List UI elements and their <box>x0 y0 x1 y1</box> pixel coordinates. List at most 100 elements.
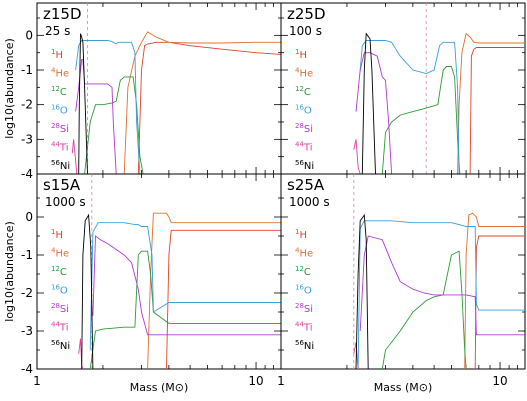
legend-element: O <box>60 286 68 297</box>
legend-isotope-mass: 1 <box>51 48 55 56</box>
legend-entry-ti: 44Ti <box>295 321 313 334</box>
y-axis-label: log10(abundance) <box>3 221 16 322</box>
legend-element: Si <box>60 304 69 315</box>
series-h <box>166 229 281 369</box>
legend-isotope-mass: 16 <box>51 104 60 112</box>
series-ni <box>78 33 88 174</box>
series-he <box>123 31 281 174</box>
legend-element: H <box>55 230 63 241</box>
legend-entry-si: 28Si <box>51 122 69 135</box>
legend-entry-si: 28Si <box>51 302 69 315</box>
series-o <box>357 220 525 369</box>
legend-element: O <box>304 286 312 297</box>
legend-isotope-mass: 16 <box>51 284 60 292</box>
legend-entry-h: 1H <box>295 48 307 61</box>
legend-element: Ti <box>59 323 69 334</box>
legend-entry-o: 16O <box>295 104 312 117</box>
legend-element: Ni <box>304 161 314 172</box>
series-si <box>359 235 525 336</box>
x-axis-label: Mass (M⊙) <box>374 381 432 394</box>
series-c <box>89 250 281 369</box>
legend-element: C <box>60 87 67 98</box>
y-tick-label: -4 <box>21 362 33 376</box>
legend-entry-ti: 44Ti <box>51 321 69 334</box>
series-he <box>147 212 281 369</box>
y-tick-label: -2 <box>21 286 33 300</box>
y-tick-label: 0 <box>25 28 33 42</box>
x-tick-label: 10 <box>492 374 507 388</box>
legend-isotope-mass: 28 <box>51 122 60 130</box>
y-tick-label: 0 <box>25 210 33 224</box>
x-axis-label: Mass (M⊙) <box>130 381 188 394</box>
legend-element: O <box>304 106 312 117</box>
legend-isotope-mass: 12 <box>295 85 304 93</box>
series-si <box>75 59 117 174</box>
x-tick-label: 1 <box>33 374 41 388</box>
series-ti <box>78 338 84 369</box>
panel-frame <box>36 2 282 175</box>
legend-element: Ni <box>60 341 70 352</box>
legend-isotope-mass: 44 <box>51 141 60 149</box>
legend-element: Ti <box>303 143 313 154</box>
legend-isotope-mass: 16 <box>295 104 304 112</box>
legend-element: Si <box>304 304 313 315</box>
y-tick-label: -1 <box>21 248 33 262</box>
panel-time-label: 100 s <box>289 24 322 38</box>
legend-element: Ti <box>59 143 69 154</box>
legend-isotope-mass: 1 <box>295 228 299 236</box>
series-he <box>457 32 525 174</box>
legend-element: Ni <box>304 341 314 352</box>
legend-element: He <box>299 249 313 260</box>
legend-isotope-mass: 1 <box>51 228 55 236</box>
legend-element: He <box>299 69 313 80</box>
series-ni <box>361 32 376 174</box>
panel-title: z15D <box>43 5 82 23</box>
series-o <box>89 222 281 351</box>
series-h <box>469 47 525 174</box>
panel-time-label: 1000 s <box>45 195 86 209</box>
legend-element: H <box>55 50 63 61</box>
series-h <box>474 235 525 369</box>
legend-entry-ni: 56Ni <box>295 339 314 352</box>
legend-entry-c: 12C <box>295 265 311 278</box>
y-axis-label: log10(abundance) <box>3 38 16 139</box>
legend-entry-o: 16O <box>51 284 68 297</box>
legend-element: He <box>55 249 69 260</box>
x-tick-label: 10 <box>248 374 263 388</box>
legend-isotope-mass: 28 <box>295 122 304 130</box>
panel-title: s25A <box>287 176 325 194</box>
legend-isotope-mass: 44 <box>295 141 304 149</box>
x-tick-label: 1 <box>277 374 285 388</box>
y-tick-label: -3 <box>21 324 33 338</box>
legend-entry-o: 16O <box>51 104 68 117</box>
panel-title: z25D <box>287 5 326 23</box>
panel-title: s15A <box>43 176 81 194</box>
legend-element: C <box>60 267 67 278</box>
legend-isotope-mass: 56 <box>51 159 60 167</box>
legend-isotope-mass: 56 <box>51 339 60 347</box>
legend-entry-c: 12C <box>51 85 67 98</box>
legend-entry-ti: 44Ti <box>295 141 313 154</box>
series-o <box>359 40 460 174</box>
series-ni <box>355 213 369 369</box>
panel-frame <box>280 173 526 370</box>
panel-time-label: 25 s <box>45 24 70 38</box>
legend-isotope-mass: 44 <box>295 321 304 329</box>
series-ti <box>71 139 78 174</box>
legend-isotope-mass: 56 <box>295 339 304 347</box>
y-tick-label: -3 <box>21 132 33 146</box>
legend-element: Ti <box>303 323 313 334</box>
legend-entry-si: 28Si <box>295 302 313 315</box>
legend-isotope-mass: 56 <box>295 159 304 167</box>
legend-entry-he: 4He <box>295 67 313 80</box>
series-ni <box>81 213 94 369</box>
legend-element: H <box>299 50 307 61</box>
legend-entry-c: 12C <box>295 85 311 98</box>
legend-element: O <box>60 106 68 117</box>
legend-entry-ni: 56Ni <box>51 339 70 352</box>
y-tick-label: -1 <box>21 63 33 77</box>
series-ti <box>353 139 361 174</box>
